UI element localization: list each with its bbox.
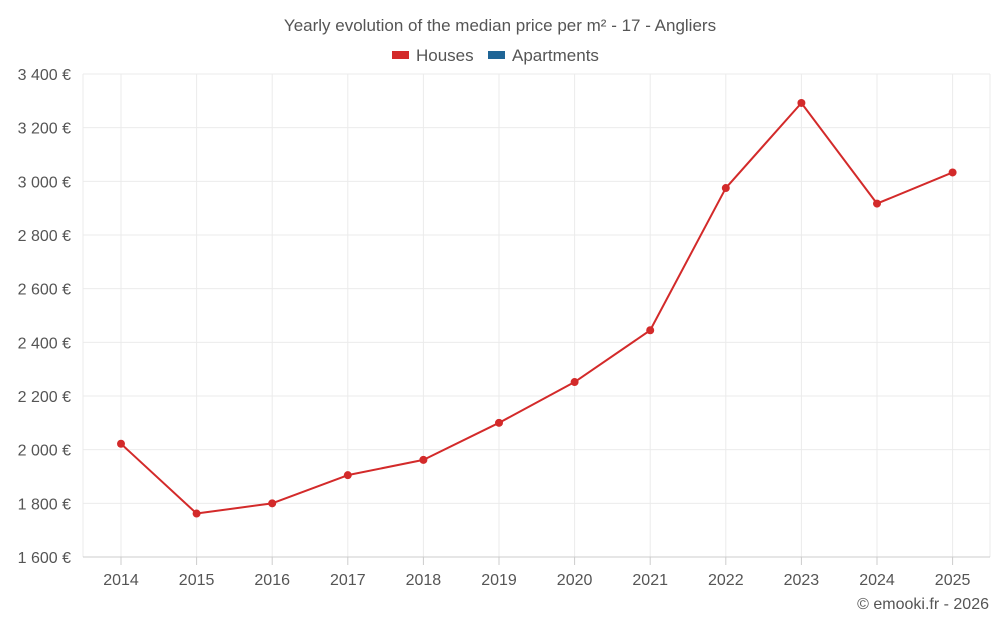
data-point-houses-2018[interactable] [419,455,428,464]
y-tick-label: 3 000 € [18,174,71,191]
data-point-houses-2022[interactable] [721,184,730,193]
legend-swatch-houses [392,51,409,59]
y-tick-label: 1 800 € [18,496,71,513]
chart-title: Yearly evolution of the median price per… [284,16,716,35]
y-gridlines [83,73,990,504]
x-tick-label: 2021 [632,572,668,589]
x-tick-label: 2024 [859,572,895,589]
y-tick-label: 2 000 € [18,443,71,460]
x-tick-label: 2015 [179,572,215,589]
data-point-houses-2024[interactable] [873,199,881,208]
credit-text: © emooki.fr - 2026 [857,596,989,613]
data-point-houses-2020[interactable] [570,378,579,387]
x-gridlines [82,74,991,557]
x-axis-ticks: 2014 2015 2016 2017 2018 2019 2020 2021 2022 2023… [103,557,970,589]
data-point-houses-2021[interactable] [646,326,655,335]
x-tick-label: 2017 [330,572,366,589]
y-tick-label: 2 600 € [18,282,71,299]
data-point-houses-2015[interactable] [192,509,201,518]
data-point-houses-2016[interactable] [268,499,277,508]
x-tick-label: 2023 [784,572,820,589]
y-tick-label: 1 600 € [18,550,71,567]
data-point-houses-2017[interactable] [343,471,352,480]
x-tick-label: 2018 [406,572,442,589]
x-tick-label: 2022 [708,572,744,589]
y-tick-label: 2 400 € [18,335,71,352]
y-tick-label: 3 200 € [18,121,71,138]
data-point-houses-2025[interactable] [948,168,957,177]
x-tick-label: 2014 [103,572,139,589]
y-axis-ticks: 1 600 € 1 800 € 2 000 € 2 200 € 2 400 € 2 600… [18,67,71,567]
data-point-houses-2014[interactable] [117,439,125,448]
legend-label-houses: Houses [416,46,474,65]
legend-item-houses[interactable]: Houses [392,46,474,65]
x-tick-label: 2025 [935,572,971,589]
y-tick-label: 3 400 € [18,67,71,84]
data-point-houses-2023[interactable] [797,98,806,107]
x-tick-label: 2020 [557,572,593,589]
legend-label-apartments: Apartments [512,46,599,65]
data-point-houses-2019[interactable] [495,418,503,427]
legend-item-apartments[interactable]: Apartments [488,46,599,65]
legend-swatch-apartments [488,51,505,59]
y-tick-label: 2 800 € [18,228,71,245]
legend: Houses Apartments [392,46,599,65]
series-line-houses [120,101,953,515]
y-tick-label: 2 200 € [18,389,71,406]
x-tick-label: 2019 [481,572,517,589]
x-tick-label: 2016 [254,572,290,589]
series-houses [117,98,957,518]
